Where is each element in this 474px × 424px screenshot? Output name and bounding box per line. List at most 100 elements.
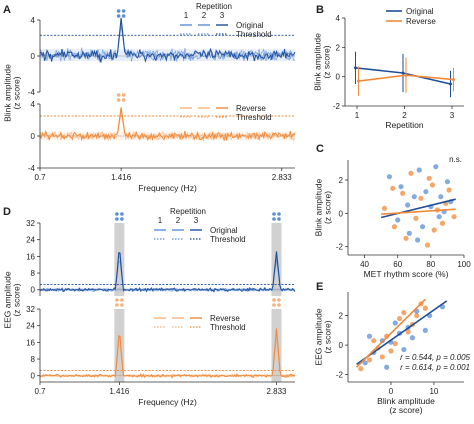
- C-original-point-0: [386, 174, 393, 180]
- B-xtick-label-1: 1: [355, 111, 360, 120]
- E-ytick-label--2: -2: [336, 371, 344, 380]
- A-top-sig-dot-0-1-0: [116, 14, 121, 18]
- C-fit-reverse: [381, 208, 456, 215]
- C-xtick-label-100: 100: [457, 260, 471, 269]
- D-top-sig-dot-0-0-0: [115, 212, 119, 216]
- A-bottom-ytick-label--4: -4: [28, 164, 36, 173]
- C-reverse-point-15: [390, 185, 396, 191]
- D-ylabel-line-1: (z score): [12, 283, 22, 316]
- D-top-trace-rep-1: [39, 259, 296, 293]
- C-original-point-3: [416, 167, 422, 173]
- C-xtick-label-60: 60: [393, 260, 402, 269]
- B-legend-entry-0: Original: [406, 7, 434, 16]
- E-stat-0: r = 0.544, p = 0.005: [400, 353, 470, 362]
- E-ytick-label-0: 0: [339, 341, 344, 350]
- C-fit-original: [380, 198, 456, 219]
- E-xtick-label-10: 10: [429, 387, 438, 396]
- D-bottom-trace-rep-1: [39, 338, 296, 378]
- A-bottom-xtick-label-1: 1.416: [111, 173, 132, 182]
- D-bottom-sig-dot-1-1-0: [272, 303, 276, 307]
- A-top-legend-rep-2: 2: [202, 11, 207, 20]
- D-top-ytick-label-0: 0: [31, 286, 36, 295]
- A-top-trace-rep-2: [39, 21, 296, 62]
- E-fit-reverse: [356, 298, 426, 368]
- A-bottom-xtick-label-0: 0.7: [34, 173, 46, 182]
- A-top-sig-dot-0-0-1: [121, 9, 126, 13]
- C-xtick-label-80: 80: [426, 260, 435, 269]
- C-reverse-point-11: [403, 235, 409, 241]
- C-original-point-1: [398, 184, 404, 190]
- C-xlabel: MET rhythm score (%): [364, 269, 449, 279]
- C-original-point-2: [411, 194, 417, 200]
- A-bottom-sig-dot-0-0-0: [116, 93, 121, 97]
- D-top-legend-rep-3: 3: [194, 216, 199, 225]
- D-top-legend-entry-0: Original: [210, 226, 238, 235]
- A-top-legend-rep-3: 3: [220, 11, 225, 20]
- D-top-ytick-label-32: 32: [26, 219, 35, 228]
- B-point-1-2: [452, 78, 455, 82]
- D-bottom-legend-entry-1: Threshold: [210, 323, 246, 332]
- A-bottom-xtick-label-2: 2.833: [272, 173, 293, 182]
- D-top-trace-rep-2: [39, 255, 296, 293]
- C-xtick-label-40: 40: [360, 260, 369, 269]
- D-bottom-sig-dot-1-0-0: [272, 298, 276, 302]
- D-top-sig-dot-0-1-0: [115, 217, 119, 221]
- A-ylabel-line-1: (z score): [12, 76, 22, 109]
- D-top-sig-dot-1-0-1: [277, 212, 281, 216]
- E-reverse-point-12: [414, 313, 420, 319]
- A-bottom-legend-entry-1: Threshold: [236, 113, 272, 122]
- E-xlabel-line-1: (z score): [389, 405, 422, 415]
- A-bottom-sig-dot-0-0-1: [121, 93, 126, 97]
- D-top-noise-band: [40, 287, 295, 292]
- D-bottom-xtick-label-1: 1.416: [109, 387, 130, 396]
- B-point-1-0: [357, 79, 360, 83]
- C-reverse-point-13: [431, 227, 437, 233]
- D-top-legend-entry-1: Threshold: [210, 235, 246, 244]
- E-reverse-point-9: [379, 354, 385, 360]
- B-ylabel-line-1: (z score): [322, 45, 332, 78]
- D-bottom-sig-dot-0-0-1: [120, 298, 124, 302]
- A-ylabel: Blink amplitude (z score): [3, 64, 22, 122]
- D-top-peak-band-0: [114, 223, 125, 296]
- E-reverse-point-13: [371, 338, 377, 344]
- D-ylabel-line-0: EEG amplitude: [3, 271, 13, 328]
- C-reverse-point-3: [408, 170, 414, 176]
- D-bottom-sig-dot-0-1-0: [115, 303, 119, 307]
- D-top-sig-dot-1-1-1: [277, 217, 281, 221]
- A-top-ytick-label--4: -4: [28, 88, 36, 97]
- C-ylabel-line-0: Blink amplitude: [314, 178, 324, 236]
- C-ytick-label-0: 0: [339, 209, 344, 218]
- A-bottom-ytick-label-4: 4: [31, 100, 36, 109]
- B-xtick-label-2: 2: [402, 111, 407, 120]
- D-bottom-legend-entry-0: Reverse: [210, 314, 240, 323]
- A-bottom-trace-rep-3: [39, 107, 296, 142]
- C-ytick-label-2: 2: [339, 176, 344, 185]
- D-top-sig-dot-1-0-0: [272, 212, 276, 216]
- E-original-point-0: [362, 360, 368, 366]
- C-reverse-point-9: [439, 220, 446, 226]
- C-original-point-7: [406, 230, 412, 236]
- E-original-point-9: [384, 364, 390, 370]
- B-ytick-label-0: 0: [336, 73, 341, 82]
- C-reverse-point-2: [400, 190, 406, 196]
- E-original-point-11: [409, 335, 416, 341]
- D-top-sig-dot-1-1-0: [272, 217, 276, 221]
- E-original-point-7: [422, 327, 428, 333]
- D-top-legend-rep-1: 1: [158, 216, 163, 225]
- D-bottom-peak-band-0: [114, 309, 125, 382]
- A-bottom-sig-dot-0-1-1: [121, 98, 126, 102]
- D-top-legend-title: Repetition: [170, 207, 206, 216]
- C-reverse-point-6: [424, 242, 431, 248]
- D-ylabel: EEG amplitude (z score): [3, 271, 22, 328]
- E-fit-original: [356, 300, 448, 365]
- E-reverse-point-3: [384, 333, 390, 339]
- E-xtick-label-0: 0: [389, 387, 394, 396]
- E-ylabel-line-1: (z score): [323, 320, 333, 353]
- C-original-point-12: [419, 224, 426, 230]
- A-top-legend-rep-1: 1: [184, 11, 189, 20]
- C-original-point-15: [415, 237, 421, 243]
- E-ylabel: EEG amplitude (z score): [314, 308, 333, 365]
- A-top-noise-band: [40, 49, 295, 62]
- D-bottom-trace-rep-3: [39, 328, 296, 379]
